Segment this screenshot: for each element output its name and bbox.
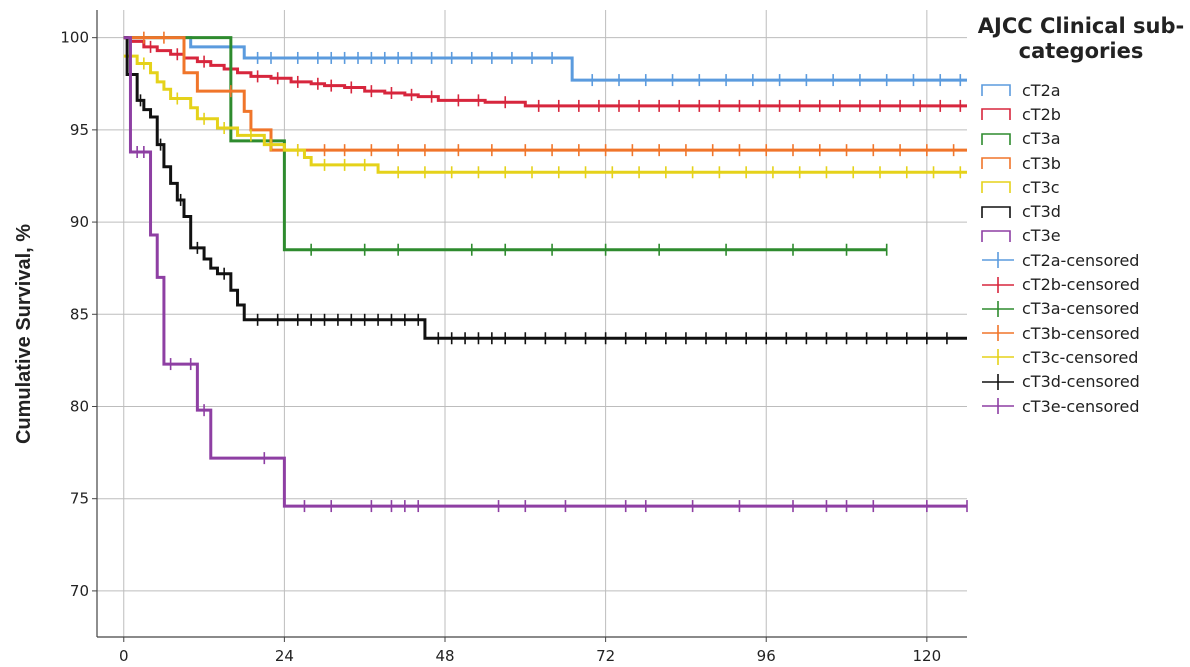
legend-swatch-cT2a-censored [982, 252, 1014, 269]
tick-labels: 0 24 48 72 96 120 70 75 80 85 90 95 100 [60, 29, 941, 665]
legend-label: cT3e [1022, 226, 1061, 246]
legend-item-cT3e: cT3e [976, 224, 1186, 248]
legend-swatch-cT2a [981, 84, 1011, 97]
y-tick-label: 80 [70, 397, 89, 415]
x-tick-label: 48 [435, 647, 454, 665]
x-tick-label: 96 [757, 647, 776, 665]
legend-item-cT2a: cT2a [976, 78, 1186, 102]
axes [92, 10, 967, 642]
legend-item-cT3d: cT3d [976, 199, 1186, 223]
y-tick-label: 90 [70, 213, 89, 231]
legend-title: AJCC Clinical sub-categories [977, 14, 1185, 63]
legend-item-cT3c-censored: cT3c-censored [976, 345, 1186, 369]
legend-item-cT3c: cT3c [976, 175, 1186, 199]
y-tick-label: 70 [70, 582, 89, 600]
legend-label: cT3b-censored [1022, 323, 1140, 343]
legend-swatch-cT2b [981, 108, 1011, 121]
legend-swatch-cT3e [981, 230, 1011, 242]
legend-label: cT2b-censored [1022, 275, 1140, 295]
legend-label: cT3d-censored [1022, 372, 1140, 392]
legend-label: cT3b [1022, 153, 1061, 173]
legend-label: cT3d [1022, 202, 1061, 222]
legend-item-cT2a-censored: cT2a-censored [976, 248, 1186, 272]
legend-label: cT3c-censored [1022, 347, 1139, 367]
legend-label: cT3c [1022, 177, 1060, 197]
legend-item-cT3b-censored: cT3b-censored [976, 321, 1186, 345]
series [123, 31, 968, 513]
x-tick-label: 0 [119, 647, 129, 665]
legend-swatch-cT3b-censored [982, 325, 1014, 342]
survival-line-cT2b [123, 36, 967, 108]
legend-swatch-cT2b-censored [982, 276, 1014, 293]
survival-line-cT3e [123, 36, 967, 508]
legend-item-cT3b: cT3b [976, 151, 1186, 175]
grid [97, 10, 967, 637]
series-cT3e [123, 36, 968, 513]
legend-label: cT2a [1022, 80, 1061, 100]
legend-swatch-cT3a [981, 132, 1011, 145]
legend-label: cT2b [1022, 104, 1061, 124]
survival-line-cT3c [123, 54, 967, 174]
series-cT3d [123, 36, 967, 345]
y-tick-label: 75 [70, 490, 89, 508]
y-tick-label: 100 [60, 29, 89, 47]
series-cT3c [123, 50, 967, 179]
legend-items: cT2a cT2b cT3a cT3b cT3c cT3d cT3e cT2a-censore… [976, 78, 1186, 418]
legend-swatch-cT3c [981, 181, 1011, 194]
legend-swatch-cT3b [981, 157, 1011, 170]
series-cT3a [123, 36, 888, 256]
legend-label: cT3e-censored [1022, 396, 1140, 416]
legend-label: cT3a-censored [1022, 299, 1140, 319]
legend-item-cT3a-censored: cT3a-censored [976, 297, 1186, 321]
survival-line-cT2a [123, 36, 967, 82]
x-tick-label: 24 [275, 647, 294, 665]
series-cT2b [123, 36, 967, 112]
y-tick-label: 85 [70, 305, 89, 323]
series-cT2a [123, 36, 967, 87]
legend-swatch-cT3e-censored [982, 398, 1014, 414]
legend-label: cT3a [1022, 129, 1061, 149]
legend-item-cT3e-censored: cT3e-censored [976, 394, 1186, 418]
legend-item-cT3a: cT3a [976, 127, 1186, 151]
series-cT3b [123, 31, 967, 157]
survival-line-cT3b [123, 36, 967, 152]
x-tick-label: 120 [913, 647, 942, 665]
legend-item-cT2b: cT2b [976, 102, 1186, 126]
legend-swatch-cT3c-censored [982, 349, 1014, 366]
legend-swatch-cT3d [981, 205, 1011, 218]
legend: AJCC Clinical sub-categories cT2a cT2b cT3… [976, 14, 1186, 418]
legend-item-cT2b-censored: cT2b-censored [976, 272, 1186, 296]
survival-line-cT3d [123, 36, 967, 340]
survival-line-cT3a [123, 36, 887, 252]
legend-swatch-cT3d-censored [982, 373, 1014, 390]
x-tick-label: 72 [596, 647, 615, 665]
legend-label: cT2a-censored [1022, 250, 1140, 270]
y-axis-label: Cumulative Survival, % [13, 224, 35, 444]
legend-swatch-cT3a-censored [982, 300, 1014, 317]
y-tick-label: 95 [70, 121, 89, 139]
legend-item-cT3d-censored: cT3d-censored [976, 370, 1186, 394]
